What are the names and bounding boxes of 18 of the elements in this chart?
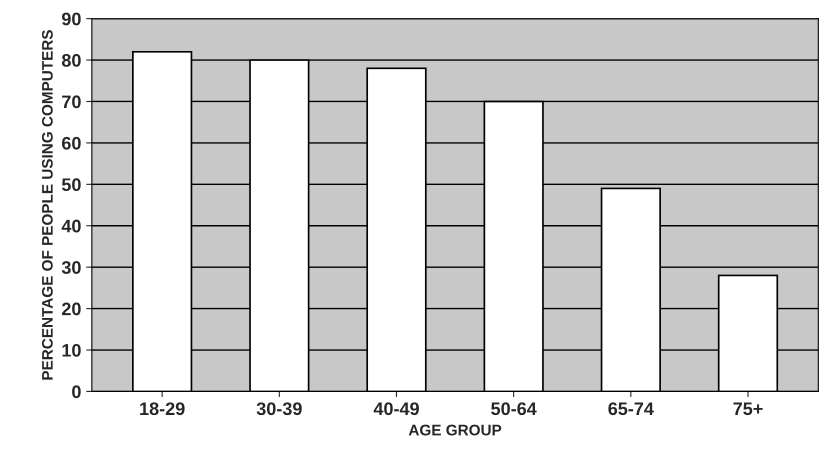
y-tick-label: 20 bbox=[62, 302, 81, 316]
x-tick-label: 65-74 bbox=[608, 402, 654, 416]
y-tick-label: 40 bbox=[62, 220, 81, 232]
y-tick-label: 10 bbox=[62, 344, 81, 357]
x-tick-label: 75+ bbox=[733, 402, 763, 416]
y-axis-title: PERCENTAGE OF PEOPLE USING COMPUTERS bbox=[42, 30, 53, 380]
x-tick-label: 18-29 bbox=[140, 402, 185, 416]
x-tick-label: 50-64 bbox=[491, 402, 537, 416]
y-tick-label: 30 bbox=[62, 261, 81, 274]
y-tick-label: 0 bbox=[72, 385, 81, 398]
x-axis-title: AGE GROUP bbox=[408, 424, 502, 436]
y-tick-label: 70 bbox=[62, 95, 81, 108]
y-tick-label: 80 bbox=[62, 54, 81, 67]
x-tick-label: 40-49 bbox=[374, 402, 419, 416]
y-tick-label: 60 bbox=[62, 136, 81, 150]
x-tick-label: 30-39 bbox=[256, 402, 302, 416]
y-tick-label: 90 bbox=[62, 12, 81, 26]
y-tick-label: 50 bbox=[62, 178, 81, 192]
